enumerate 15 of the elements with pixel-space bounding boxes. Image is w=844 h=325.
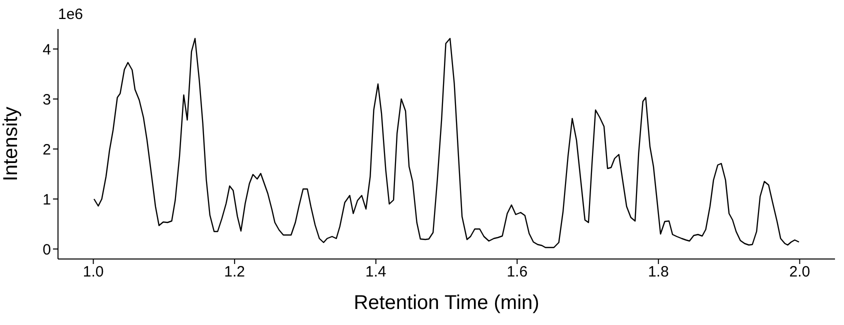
x-tick-label: 1.2 — [224, 264, 246, 281]
y-tick-label: 4 — [42, 41, 51, 58]
y-tick-label: 2 — [42, 141, 51, 158]
x-tick-label: 2.0 — [789, 264, 810, 281]
x-tick-label: 1.8 — [648, 264, 669, 281]
x-tick-label: 1.4 — [365, 264, 386, 281]
y-axis-title: Intensity — [0, 106, 22, 182]
line-series — [93, 38, 800, 248]
x-tick-label: 1.6 — [506, 264, 528, 281]
x-axis-title: Retention Time (min) — [354, 292, 540, 314]
y-tick-label: 3 — [42, 91, 51, 108]
text: 1e6 — [58, 6, 84, 23]
x-tick-label: 1.0 — [82, 264, 104, 281]
y-tick-label: 1 — [42, 191, 51, 208]
y-tick-label: 0 — [42, 241, 51, 258]
